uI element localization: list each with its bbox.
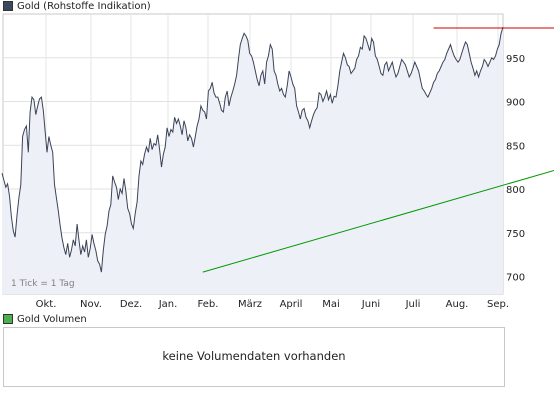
x-tick-label: Mai bbox=[322, 299, 340, 310]
x-tick-label: Nov. bbox=[80, 299, 102, 310]
x-tick-label: Aug. bbox=[446, 299, 469, 310]
x-tick-label: Juni bbox=[361, 299, 380, 310]
volume-panel: keine Volumendaten vorhanden bbox=[3, 327, 505, 387]
y-axis-labels: 700 750 800 850 900 950 bbox=[506, 54, 525, 284]
x-tick-label: Jan. bbox=[158, 299, 178, 310]
price-legend-swatch bbox=[3, 1, 13, 11]
x-tick-label: April bbox=[280, 299, 303, 310]
x-tick-label: Feb. bbox=[198, 299, 219, 310]
x-tick-label: Juli bbox=[405, 299, 421, 310]
y-tick-label: 750 bbox=[506, 229, 525, 240]
price-legend-label: Gold (Rohstoffe Indikation) bbox=[17, 0, 151, 12]
x-tick-label: Sep. bbox=[487, 299, 509, 310]
y-tick-label: 900 bbox=[506, 98, 525, 109]
volume-empty-message: keine Volumendaten vorhanden bbox=[162, 349, 346, 363]
x-tick-label: März bbox=[238, 299, 262, 310]
x-tick-label: Okt. bbox=[36, 299, 57, 310]
trend-line bbox=[202, 169, 554, 273]
volume-legend: Gold Volumen bbox=[3, 313, 87, 325]
y-tick-label: 850 bbox=[506, 141, 525, 152]
x-tick-label: Dez. bbox=[120, 299, 142, 310]
trend-lines bbox=[202, 27, 554, 273]
price-chart: 700 750 800 850 900 950 Okt. Nov. Dez. Jan. Feb. M… bbox=[1, 13, 554, 310]
price-area-fill bbox=[2, 27, 503, 294]
y-tick-label: 950 bbox=[506, 54, 525, 65]
price-line bbox=[1, 26, 504, 273]
tick-note: 1 Tick = 1 Tag bbox=[11, 279, 75, 289]
x-axis-labels: Okt. Nov. Dez. Jan. Feb. März April Mai Juni Juli… bbox=[36, 299, 509, 310]
volume-legend-swatch bbox=[3, 314, 13, 324]
y-tick-label: 800 bbox=[506, 185, 525, 196]
volume-legend-label: Gold Volumen bbox=[17, 313, 87, 325]
y-tick-label: 700 bbox=[506, 273, 525, 284]
price-legend: Gold (Rohstoffe Indikation) bbox=[3, 0, 151, 12]
